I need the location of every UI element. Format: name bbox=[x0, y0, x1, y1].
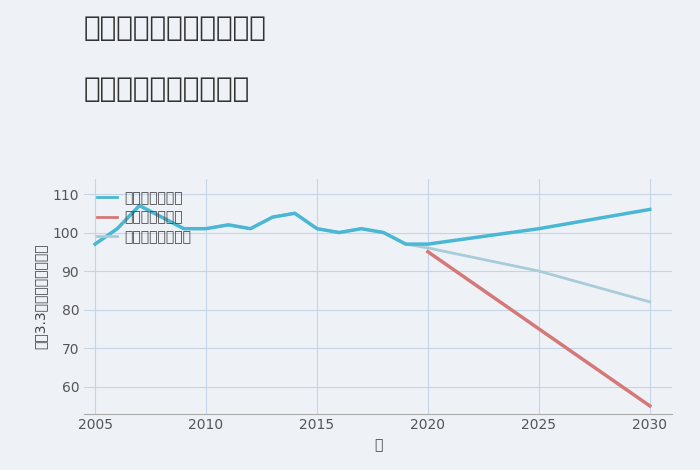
バッドシナリオ bbox=[645, 403, 654, 409]
ノーマルシナリオ bbox=[290, 211, 299, 216]
Y-axis label: 坪（3.3㎡）単価（万円）: 坪（3.3㎡）単価（万円） bbox=[33, 243, 47, 349]
Text: 中古戸建ての価格推移: 中古戸建ての価格推移 bbox=[84, 75, 251, 103]
ノーマルシナリオ bbox=[424, 245, 432, 251]
グッドシナリオ bbox=[335, 230, 344, 235]
ノーマルシナリオ bbox=[379, 230, 388, 235]
ノーマルシナリオ bbox=[180, 226, 188, 232]
グッドシナリオ bbox=[224, 222, 232, 227]
ノーマルシナリオ bbox=[268, 214, 277, 220]
グッドシナリオ bbox=[158, 214, 166, 220]
グッドシナリオ bbox=[135, 203, 143, 208]
Legend: グッドシナリオ, バッドシナリオ, ノーマルシナリオ: グッドシナリオ, バッドシナリオ, ノーマルシナリオ bbox=[91, 186, 197, 250]
グッドシナリオ bbox=[113, 226, 122, 232]
グッドシナリオ bbox=[246, 226, 255, 232]
グッドシナリオ bbox=[180, 226, 188, 232]
バッドシナリオ bbox=[424, 249, 432, 255]
グッドシナリオ bbox=[402, 241, 410, 247]
ノーマルシナリオ bbox=[135, 203, 143, 208]
Line: ノーマルシナリオ: ノーマルシナリオ bbox=[95, 205, 650, 302]
X-axis label: 年: 年 bbox=[374, 438, 382, 452]
グッドシナリオ bbox=[202, 226, 210, 232]
グッドシナリオ bbox=[268, 214, 277, 220]
グッドシナリオ bbox=[313, 226, 321, 232]
グッドシナリオ bbox=[424, 241, 432, 247]
ノーマルシナリオ bbox=[158, 214, 166, 220]
グッドシナリオ bbox=[535, 226, 543, 232]
ノーマルシナリオ bbox=[246, 226, 255, 232]
Line: バッドシナリオ: バッドシナリオ bbox=[428, 252, 650, 406]
ノーマルシナリオ bbox=[202, 226, 210, 232]
ノーマルシナリオ bbox=[645, 299, 654, 305]
ノーマルシナリオ bbox=[335, 230, 344, 235]
ノーマルシナリオ bbox=[535, 268, 543, 274]
グッドシナリオ bbox=[357, 226, 365, 232]
Text: 兵庫県姫路市南新在家の: 兵庫県姫路市南新在家の bbox=[84, 14, 267, 42]
Line: グッドシナリオ: グッドシナリオ bbox=[95, 205, 650, 244]
ノーマルシナリオ bbox=[357, 226, 365, 232]
グッドシナリオ bbox=[91, 241, 99, 247]
グッドシナリオ bbox=[645, 207, 654, 212]
ノーマルシナリオ bbox=[313, 226, 321, 232]
グッドシナリオ bbox=[290, 211, 299, 216]
ノーマルシナリオ bbox=[91, 241, 99, 247]
ノーマルシナリオ bbox=[402, 241, 410, 247]
グッドシナリオ bbox=[379, 230, 388, 235]
ノーマルシナリオ bbox=[224, 222, 232, 227]
ノーマルシナリオ bbox=[113, 226, 122, 232]
